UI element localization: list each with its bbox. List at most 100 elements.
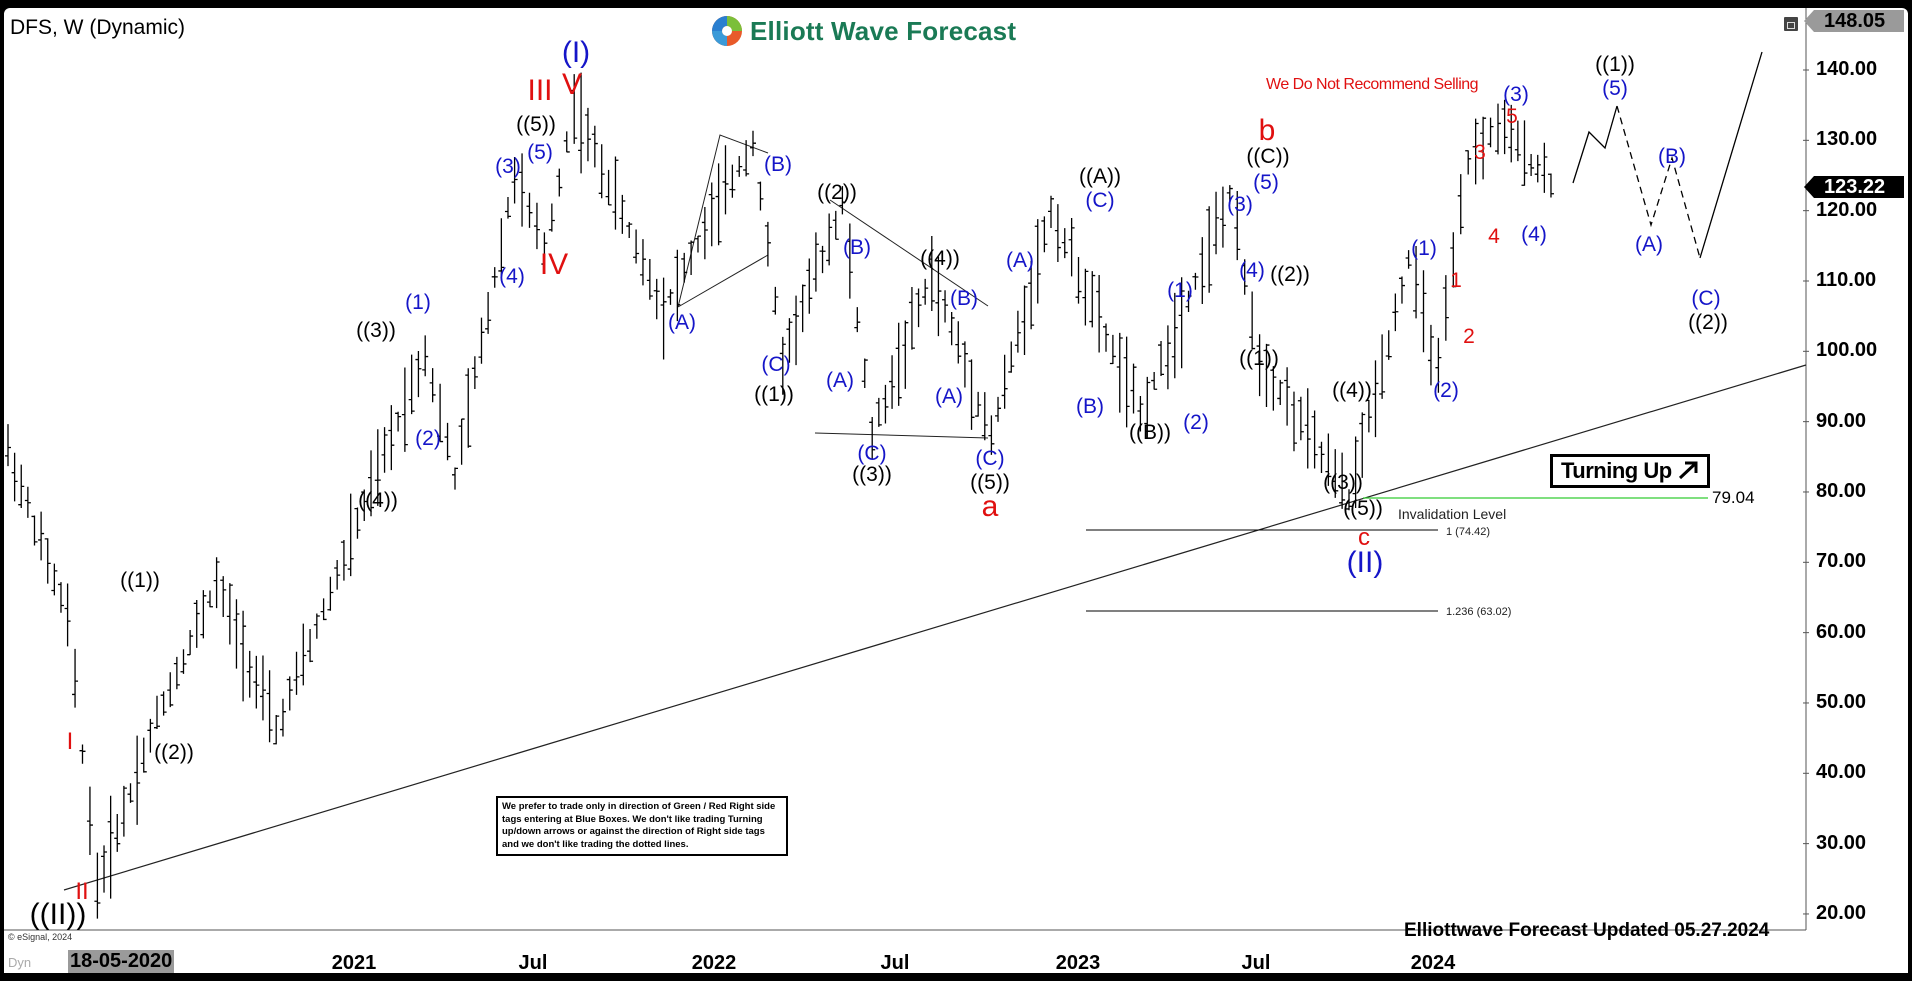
restore-window-icon[interactable]	[1784, 17, 1798, 31]
trendline	[63, 364, 1807, 891]
wave-label: (1)	[405, 291, 431, 314]
wave-label: (C)	[1085, 189, 1115, 212]
wave-label: (II)	[1346, 546, 1384, 579]
x-tick-jul-2021: Jul	[518, 952, 548, 973]
wave-label: ((2))	[154, 741, 194, 764]
y-tick-label: 40.00	[1816, 761, 1867, 784]
wave-label: ((5))	[1343, 497, 1383, 520]
wave-label: (C)	[857, 442, 887, 465]
dynamic-toggle[interactable]: Dyn	[8, 955, 32, 970]
y-tick-label: 70.00	[1816, 550, 1867, 573]
y-tick-label: 60.00	[1816, 620, 1867, 643]
invalidation-value: 79.04	[1712, 488, 1755, 507]
wave-label: ((B))	[1129, 421, 1171, 444]
wave-label: V	[561, 68, 583, 101]
wave-label: (4)	[499, 265, 525, 288]
projection-solid-1	[1572, 105, 1618, 184]
turning-up-label: Turning Up	[1561, 458, 1672, 483]
x-tick-2023: 2023	[1055, 952, 1101, 973]
wave-label: ((3))	[852, 463, 892, 486]
y-tick-label: 90.00	[1816, 409, 1867, 432]
wave-label: (5)	[1602, 77, 1628, 100]
y-tick-label: 100.00	[1816, 339, 1878, 362]
wave-label: (5)	[527, 141, 553, 164]
wave-label: (A)	[935, 385, 963, 408]
wave-label: (C)	[761, 353, 791, 376]
wave-label: ((1))	[1239, 347, 1279, 370]
brand-name: Elliott Wave Forecast	[750, 15, 1017, 46]
wave-label: (3)	[495, 155, 521, 178]
y-tick-label: 130.00	[1816, 128, 1878, 151]
wave-label: (I)	[561, 36, 591, 69]
wave-label: (3)	[1503, 83, 1529, 106]
wave-label: (1)	[1167, 279, 1193, 302]
wave-label: ((2))	[1270, 263, 1310, 286]
wave-label: (4)	[1239, 259, 1265, 282]
brand-logo: Elliott Wave Forecast	[710, 14, 1016, 48]
fib-1-label: 1 (74.42)	[1446, 526, 1491, 538]
projection-solid-2	[1699, 51, 1763, 259]
wave-label: ((1))	[120, 569, 160, 592]
x-tick-jul-2023: Jul	[1241, 952, 1271, 973]
wave-label: ((5))	[970, 471, 1010, 494]
swirl-logo-icon	[712, 16, 742, 46]
wave-label: c	[1358, 524, 1370, 551]
wave-label: 2	[1463, 325, 1475, 348]
wave-label: (C)	[1691, 287, 1721, 310]
wave-label: (1)	[1411, 237, 1437, 260]
turning-up-badge: Turning Up	[1550, 454, 1711, 488]
x-axis-start-date: 18-05-2020	[68, 950, 175, 973]
wave-label: (A)	[668, 311, 696, 334]
wave-label: ((1))	[1595, 53, 1635, 76]
wave-label: ((C))	[1246, 145, 1290, 168]
wave-label: (2)	[415, 427, 441, 450]
wave-label: 3	[1474, 141, 1486, 164]
fib-1236-label: 1.236 (63.02)	[1446, 606, 1512, 618]
wave-label: (A)	[1006, 249, 1034, 272]
wave-label: ((1))	[754, 383, 794, 406]
wave-label: (4)	[1521, 223, 1547, 246]
wave-label: ((5))	[516, 113, 556, 136]
projection-dashed	[1616, 105, 1701, 259]
wave-label: ((2))	[1688, 311, 1728, 334]
chart-title: DFS, W (Dynamic)	[10, 16, 185, 39]
y-tick-label: 140.00	[1816, 58, 1878, 80]
wave-label: (2)	[1433, 379, 1459, 402]
wave-label: ((4))	[358, 489, 398, 512]
current-price-tag: 123.22	[1804, 176, 1904, 198]
chart-window: DFS, W (Dynamic) Elliott Wave Forecast 1…	[4, 8, 1908, 973]
wave-label: ((A))	[1079, 165, 1121, 188]
y-tick-label: 30.00	[1816, 831, 1867, 854]
y-tick-label: 80.00	[1816, 479, 1867, 502]
wave-label: ((2))	[817, 181, 857, 204]
wave-label: (A)	[1635, 233, 1663, 256]
updated-stamp: Elliottwave Forecast Updated 05.27.2024	[1404, 920, 1770, 941]
x-tick-2024: 2024	[1410, 952, 1456, 973]
wave-label: (B)	[1076, 395, 1104, 418]
wave-label: (B)	[764, 153, 792, 176]
wave-label: 4	[1488, 225, 1500, 248]
price-chart[interactable]	[4, 8, 1908, 973]
wave-label: a	[981, 490, 999, 523]
no-sell-note: We Do Not Recommend Selling	[1266, 76, 1479, 93]
y-tick-label: 20.00	[1816, 901, 1867, 924]
wave-label: (3)	[1227, 193, 1253, 216]
wave-label: (B)	[1658, 145, 1686, 168]
wave-label: ((II))	[29, 898, 87, 931]
top-price-tag: 148.05	[1804, 10, 1904, 32]
wave-label: II	[75, 878, 89, 905]
wave-label: III	[527, 74, 553, 107]
x-tick-2021: 2021	[331, 952, 377, 973]
wave-label: I	[66, 728, 74, 755]
x-tick-jul-2022: Jul	[880, 952, 910, 973]
wave-label: ((3))	[356, 319, 396, 342]
arrow-up-right-icon	[1679, 461, 1698, 480]
wave-label: (C)	[975, 447, 1005, 470]
wave-label: ((4))	[920, 247, 960, 270]
wave-label: 5	[1506, 105, 1518, 128]
y-tick-label: 50.00	[1816, 690, 1867, 713]
esignal-copyright: © eSignal, 2024	[8, 932, 73, 942]
wave-label: (5)	[1253, 171, 1279, 194]
x-tick-2022: 2022	[691, 952, 737, 973]
wave-label: ((4))	[1332, 379, 1372, 402]
